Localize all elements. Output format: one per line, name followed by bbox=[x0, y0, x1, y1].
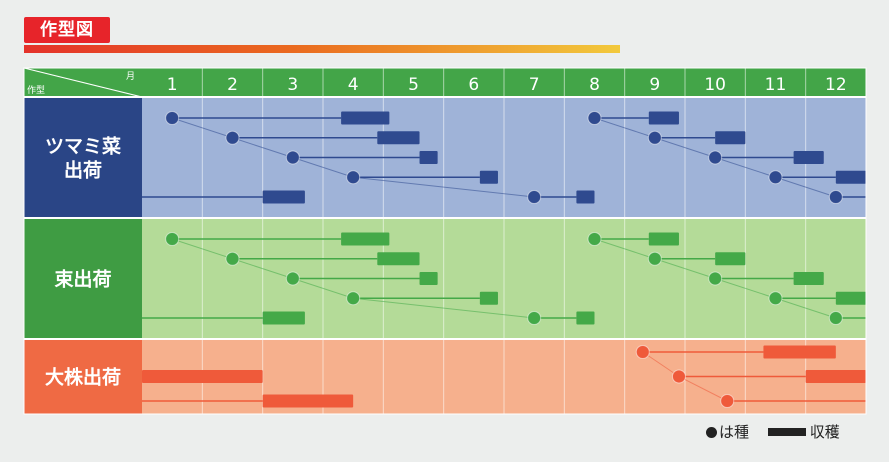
harvest-bar bbox=[419, 151, 438, 164]
month-label: 1 bbox=[167, 75, 178, 95]
sowing-dot bbox=[587, 232, 602, 246]
chart-border bbox=[23, 67, 867, 415]
month-label: 10 bbox=[704, 75, 726, 95]
harvest-bar bbox=[793, 151, 824, 164]
harvest-bar bbox=[648, 232, 679, 246]
harvest-bar bbox=[835, 170, 866, 184]
sowing-dot bbox=[647, 251, 662, 266]
group-label: ツマミ菜 bbox=[45, 135, 121, 158]
harvest-bar bbox=[715, 131, 746, 145]
title-underline bbox=[24, 45, 620, 53]
harvest-bar bbox=[576, 311, 595, 325]
legend-sowing-label: は種 bbox=[719, 423, 750, 441]
sowing-dot bbox=[285, 150, 300, 165]
sowing-dot bbox=[346, 170, 361, 185]
month-label: 2 bbox=[227, 75, 238, 95]
harvest-bar-icon bbox=[767, 428, 806, 436]
month-label: 3 bbox=[287, 75, 298, 95]
group-label: 束出荷 bbox=[54, 268, 111, 291]
month-label: 12 bbox=[825, 75, 847, 95]
harvest-bar bbox=[142, 370, 263, 383]
sowing-dot bbox=[527, 190, 542, 204]
month-label: 9 bbox=[649, 75, 660, 95]
plot-marks bbox=[142, 111, 889, 408]
harvest-bar bbox=[262, 311, 305, 325]
sowing-dot bbox=[635, 345, 650, 359]
harvest-bar bbox=[262, 394, 354, 408]
harvest-bar bbox=[866, 395, 889, 408]
header-row bbox=[24, 68, 866, 97]
group-label: 大株出荷 bbox=[45, 366, 121, 389]
sowing-dot bbox=[647, 130, 662, 145]
harvest-bar bbox=[419, 272, 438, 285]
sowing-dot bbox=[720, 394, 735, 408]
harvest-bar bbox=[866, 191, 889, 204]
harvest-bar bbox=[377, 252, 420, 266]
month-label: 11 bbox=[765, 75, 787, 95]
group-label: 出荷 bbox=[64, 159, 102, 182]
sowing-dot bbox=[346, 291, 361, 306]
group-label-cell bbox=[24, 339, 142, 414]
harvest-bar bbox=[341, 111, 390, 125]
harvest-bar bbox=[648, 111, 679, 125]
sowing-dot bbox=[708, 271, 723, 286]
month-label: 7 bbox=[529, 75, 540, 95]
harvest-bar bbox=[866, 312, 889, 325]
harvest-bar bbox=[793, 272, 824, 285]
legend: は種 収穫 bbox=[706, 421, 840, 442]
sowing-dot bbox=[828, 190, 843, 204]
harvest-bar bbox=[341, 232, 390, 246]
sowing-dot bbox=[768, 291, 783, 306]
corner-diagonal bbox=[23, 67, 143, 98]
sowing-dot bbox=[768, 170, 783, 185]
sowing-dot bbox=[225, 251, 240, 266]
corner-month-label: 月 bbox=[126, 71, 135, 82]
month-label: 8 bbox=[589, 75, 600, 95]
sowing-dot bbox=[828, 311, 843, 325]
harvest-bar bbox=[835, 291, 866, 305]
group-label-cell bbox=[24, 218, 142, 339]
harvest-bar bbox=[715, 252, 746, 266]
harvest-bar bbox=[262, 190, 305, 204]
corner-type-label: 作型 bbox=[27, 84, 45, 96]
sowing-dot bbox=[285, 271, 300, 286]
harvest-bar bbox=[479, 291, 498, 305]
legend-harvest-label: 収穫 bbox=[809, 423, 840, 441]
sowing-dot bbox=[165, 111, 180, 125]
harvest-bar bbox=[377, 131, 420, 145]
group-label-cell bbox=[24, 97, 142, 218]
sowing-dot bbox=[165, 232, 180, 246]
sowing-dot bbox=[708, 150, 723, 165]
month-label: 5 bbox=[408, 75, 419, 95]
month-label: 6 bbox=[468, 75, 479, 95]
harvest-bar bbox=[763, 345, 836, 359]
sowing-dot bbox=[671, 369, 686, 384]
sowing-dot bbox=[225, 130, 240, 145]
harvest-bar bbox=[576, 190, 595, 204]
sowing-dot bbox=[527, 311, 542, 325]
harvest-bar bbox=[805, 370, 866, 383]
harvest-bar bbox=[479, 170, 498, 184]
month-label: 4 bbox=[348, 75, 359, 95]
sowing-marker-icon bbox=[706, 427, 717, 438]
chart-title: 作型図 bbox=[24, 17, 110, 43]
sowing-dot bbox=[587, 111, 602, 125]
